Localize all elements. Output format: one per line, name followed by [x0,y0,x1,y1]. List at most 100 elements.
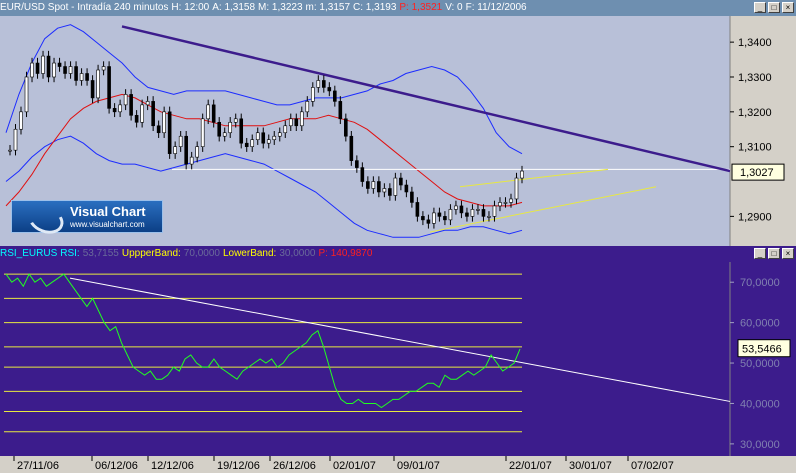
price-candle-body [63,66,67,74]
price-y-tick-label: 1,3100 [738,142,772,154]
maximize-button[interactable]: □ [768,2,780,13]
logo-url: www.visualchart.com [70,220,145,229]
price-candle-body [476,209,480,211]
price-candle-body [228,121,233,134]
rsi-y-tick-label: 70,0000 [740,277,780,289]
price-candle-body [299,111,304,127]
x-axis-label: 09/01/07 [397,460,440,472]
price-candle-body [382,188,387,193]
rsi-title-part: 70,0000 [183,248,220,259]
wedge-lower-line [429,186,657,233]
price-titlebar: EUR/USD Spot - Intradía 240 minutos H: 12… [0,0,796,16]
rsi-pane: RSI_EURUS RSI: 53,7155 UppperBand: 70,0000 Lo… [0,246,796,456]
x-axis-label: 19/12/06 [217,460,260,472]
price-candle-body [333,90,337,102]
x-axis-label: 12/12/06 [151,460,194,472]
x-axis-label: 07/02/07 [631,460,674,472]
price-candle-body [266,139,271,144]
price-candle-body [261,132,266,144]
price-candle-body [123,94,128,106]
rsi-last-value-box [737,339,791,358]
price-candle-body [19,111,23,130]
price-candle-body [415,202,420,217]
rsi-maximize-button[interactable]: □ [768,248,780,259]
price-candle-body [90,80,95,99]
rsi-title-part: 53,7155 [82,248,119,259]
price-candle-body [13,128,18,151]
price-candle-body [305,101,310,113]
price-candle-body [371,181,376,189]
logo-swoosh-icon [24,201,68,239]
price-candle-body [454,205,458,210]
price-candle-body [140,104,144,123]
price-last-value-box [731,163,785,181]
price-candle-body [217,121,222,137]
rsi-axis-bg [730,262,796,456]
x-axis-label: 30/01/07 [569,460,612,472]
x-axis-label: 22/01/07 [509,460,552,472]
price-candle-body [96,69,100,99]
price-candle-body [57,62,62,67]
price-title-part: m: 1,3157 [305,2,351,13]
rsi-line [5,273,521,409]
bollinger-upper-line [5,24,523,155]
price-candle-body [162,111,166,134]
price-title-part: V: 0 [445,2,463,13]
rsi-title-part: RSI: [60,248,80,259]
price-candle-body [360,167,365,182]
x-axis: 27/11/06 06/12/06 12/12/06 19/12/06 26/12/06… [0,456,796,473]
price-candle-body [366,181,370,189]
price-candle-body [118,104,122,113]
price-title-part: P: 1,3521 [399,2,443,13]
rsi-close-button[interactable]: × [782,248,794,259]
price-candle-body [503,202,508,204]
price-title-part: EUR/USD Spot - Intradía 240 minutos [0,2,169,13]
price-candle-body [178,135,183,147]
price-candle-body [167,111,172,154]
x-axis-label: 26/12/06 [273,460,316,472]
price-candle-body [239,118,244,144]
price-candle-body [492,205,497,217]
rsi-title-part: RSI_EURUS [0,248,58,259]
wedge-upper-line [459,168,609,188]
price-candle-body [24,76,29,113]
price-candle-body [377,181,381,193]
minimize-button[interactable]: _ [754,2,766,13]
price-last-value: 1,3027 [740,167,774,179]
price-candle-body [184,135,188,165]
price-candle-body [327,87,332,92]
price-candle-body [393,177,398,196]
price-candle-body [437,212,442,217]
price-candle-body [487,216,491,218]
price-candle-body [206,104,210,120]
price-candle-body [52,62,56,78]
price-candle-body [426,219,431,224]
price-candle-body [222,132,227,137]
price-candle-body [294,118,299,127]
price-candle-body [283,125,288,134]
rsi-chart[interactable]: 70,0000 60,0000 50,0000 40,0000 30,0000 53,54… [0,262,796,456]
price-candle-body [459,205,464,214]
rsi-y-tick-label: 60,0000 [740,318,780,330]
price-candle-body [481,209,486,217]
rsi-minimize-button[interactable]: _ [754,248,766,259]
price-candle-body [112,108,117,113]
price-candle-body [514,177,519,200]
x-axis-label: 02/01/07 [333,460,376,472]
close-button[interactable]: × [782,2,794,13]
price-candle-body [338,101,343,120]
price-candle-body [173,146,177,154]
price-pane: EUR/USD Spot - Intradía 240 minutos H: 12… [0,0,796,246]
price-candle-body [277,132,282,137]
price-candle-body [509,198,513,203]
bollinger-lower-line [5,135,523,238]
price-candle-body [189,156,194,165]
price-candle-body [244,142,249,147]
price-candle-body [349,135,354,161]
price-candle-body [8,149,12,152]
price-candle-body [355,160,359,168]
price-candle-body [68,66,73,74]
price-candle-body [41,55,45,74]
price-candle-body [79,73,84,81]
price-candle-body [520,170,524,179]
